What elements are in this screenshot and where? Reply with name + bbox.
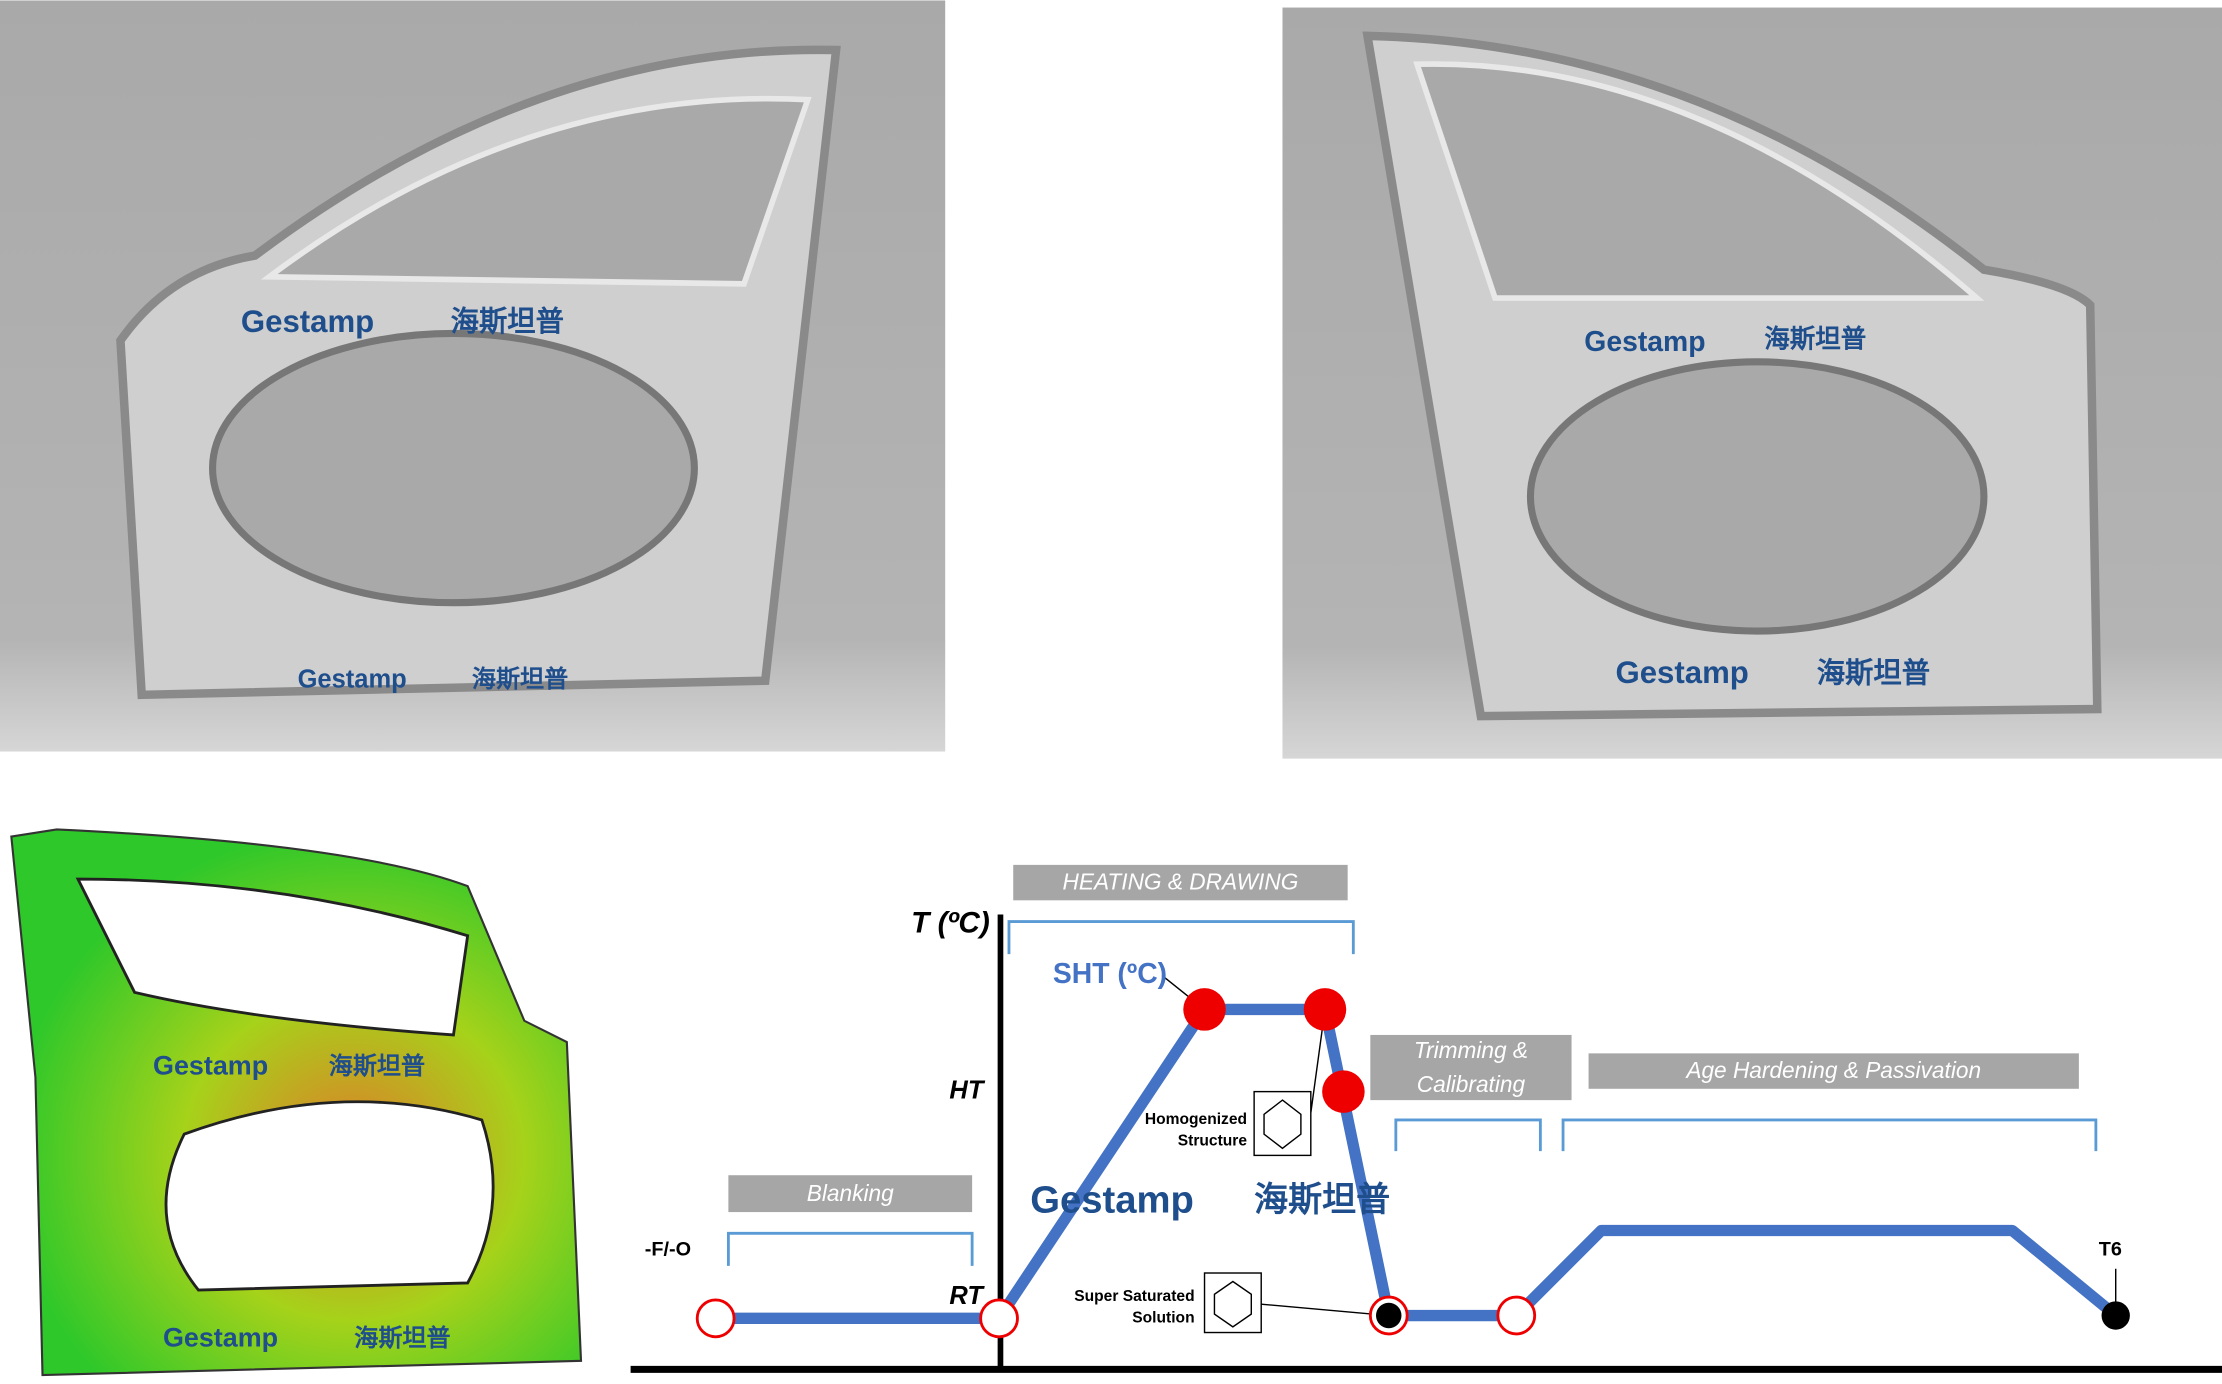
- stage-label: Calibrating: [1417, 1071, 1526, 1097]
- logo-local: 海斯坦普: [451, 306, 564, 338]
- logo-local: 海斯坦普: [1254, 1181, 1390, 1219]
- level-label: RT: [949, 1282, 985, 1310]
- axis-label: T (ºC): [911, 906, 990, 939]
- logo: Gestamp: [1030, 1178, 1194, 1221]
- temper-label: T6: [2099, 1239, 2122, 1261]
- peak-label: SHT (ºC): [1053, 958, 1167, 990]
- note: Structure: [1178, 1132, 1248, 1149]
- simulation: Gestamp 海斯坦普 Gestamp 海斯坦普: [10, 828, 583, 1377]
- note: Homogenized: [1145, 1111, 1247, 1128]
- stage-label: Trimming &: [1414, 1037, 1528, 1063]
- photo-left: Gestamp 海斯坦普 Gestamp 海斯坦普: [0, 0, 946, 752]
- logo-local: 海斯坦普: [1764, 324, 1866, 353]
- logo-local: 海斯坦普: [472, 665, 568, 693]
- logo: Gestamp: [1584, 326, 1705, 358]
- logo: Gestamp: [298, 665, 407, 693]
- level-label: HT: [949, 1076, 985, 1104]
- temper-label: -F/-O: [645, 1239, 691, 1261]
- stage-label: Blanking: [807, 1180, 894, 1206]
- logo: Gestamp: [163, 1323, 278, 1353]
- photo-right: Gestamp 海斯坦普 Gestamp 海斯坦普: [1282, 7, 2222, 759]
- logo: Gestamp: [1615, 655, 1748, 690]
- logo: Gestamp: [241, 304, 374, 339]
- process-diagram: Blanking HEATING & DRAWING Trimming & Ca…: [630, 864, 2222, 1373]
- stage-label: HEATING & DRAWING: [1063, 868, 1299, 894]
- logo-local: 海斯坦普: [354, 1324, 450, 1352]
- note: Solution: [1132, 1309, 1194, 1326]
- stage-label: Age Hardening & Passivation: [1684, 1057, 1981, 1083]
- logo: Gestamp: [153, 1051, 268, 1081]
- logo-local: 海斯坦普: [1817, 657, 1930, 689]
- note: Super Saturated: [1074, 1288, 1194, 1305]
- logo-local: 海斯坦普: [329, 1052, 425, 1080]
